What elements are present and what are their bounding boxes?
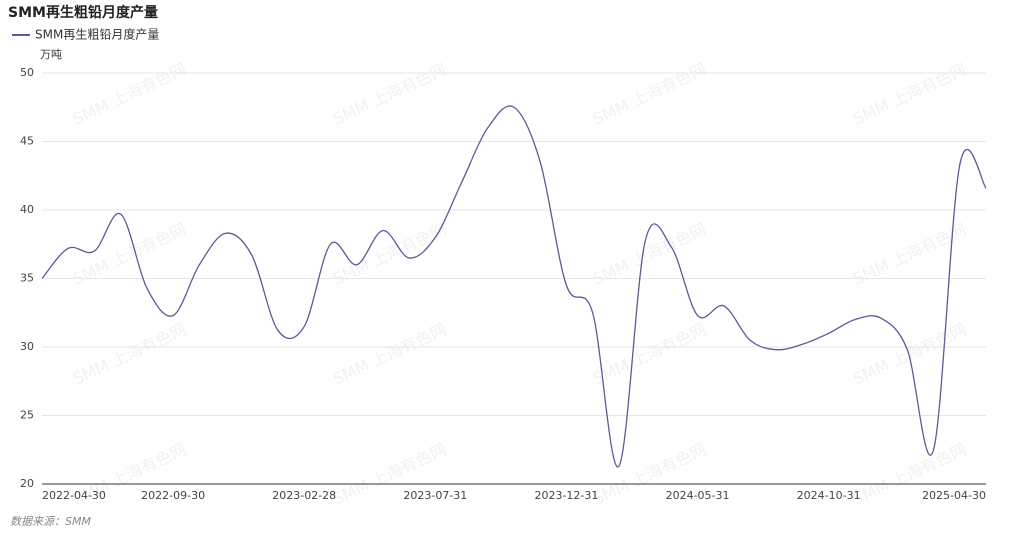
x-tick-label: 2024-10-31 xyxy=(797,489,861,502)
watermark: SMM 上海有色网 xyxy=(70,320,189,389)
y-tick-label: 40 xyxy=(20,203,34,216)
watermark: SMM 上海有色网 xyxy=(850,60,969,129)
watermark: SMM 上海有色网 xyxy=(70,60,189,129)
y-axis-label: 万吨 xyxy=(40,48,62,61)
x-tick-label: 2024-05-31 xyxy=(666,489,730,502)
watermark: SMM 上海有色网 xyxy=(330,60,449,129)
y-tick-label: 35 xyxy=(20,272,34,285)
watermark: SMM 上海有色网 xyxy=(590,60,709,129)
y-tick-label: 50 xyxy=(20,66,34,79)
y-tick-label: 45 xyxy=(20,135,34,148)
watermark: SMM 上海有色网 xyxy=(590,320,709,389)
y-tick-label: 20 xyxy=(20,477,34,490)
watermark: SMM 上海有色网 xyxy=(850,320,969,389)
x-tick-label: 2023-02-28 xyxy=(272,489,336,502)
x-tick-label: 2022-09-30 xyxy=(141,489,205,502)
y-tick-label: 25 xyxy=(20,409,34,422)
line-series xyxy=(41,105,987,468)
y-tick-label: 30 xyxy=(20,340,34,353)
x-tick-label: 2022-04-30 xyxy=(42,489,106,502)
x-tick-label: 2023-07-31 xyxy=(403,489,467,502)
legend-label: SMM再生粗铅月度产量 xyxy=(35,27,159,42)
chart-title: SMM再生粗铅月度产量 xyxy=(8,4,158,21)
source: 数据来源：SMM xyxy=(10,515,91,528)
watermark: SMM 上海有色网 xyxy=(330,320,449,389)
x-tick-label: 2023-12-31 xyxy=(534,489,598,502)
x-tick-label: 2025-04-30 xyxy=(922,489,986,502)
